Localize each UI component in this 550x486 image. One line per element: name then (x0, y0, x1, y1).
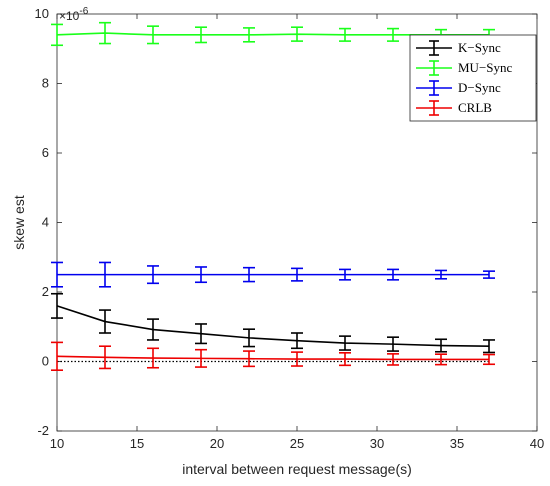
error-bar (435, 353, 447, 366)
error-bar (243, 27, 255, 43)
error-bar (291, 332, 303, 350)
error-bar (147, 347, 159, 369)
error-bar (291, 351, 303, 367)
legend: K−Sync MU−Sync D−Sync CRLB (409, 34, 537, 122)
y-tick-label: 10 (35, 6, 49, 21)
y-axis-exponent: ×10-6 (59, 6, 89, 23)
error-bar (99, 309, 111, 334)
legend-entry: CRLB (416, 100, 492, 116)
y-tick-label: 0 (42, 354, 49, 369)
error-bar (195, 348, 207, 368)
x-axis-label: interval between request message(s) (182, 461, 412, 477)
error-bar (99, 261, 111, 288)
y-axis-label: skew est (11, 195, 27, 250)
error-bar (339, 27, 351, 42)
error-bar (339, 335, 351, 351)
error-bar (387, 268, 399, 281)
error-bar (147, 25, 159, 45)
series-0 (51, 292, 495, 354)
x-tick-label: 40 (530, 436, 544, 451)
error-bar (99, 345, 111, 370)
y-tick-label: 2 (42, 284, 49, 299)
error-bar (243, 328, 255, 348)
y-tick-label: -2 (37, 423, 49, 438)
error-bar (291, 267, 303, 282)
legend-entry: MU−Sync (416, 60, 513, 76)
axis-ticks: 10 15 20 25 30 35 40 -2 0 2 4 6 8 10 (35, 6, 545, 451)
error-bar (147, 265, 159, 285)
series-line (56, 305, 490, 348)
axis-labels: interval between request message(s) skew… (11, 6, 412, 477)
exponent-base: ×10 (59, 9, 80, 23)
series-2 (51, 261, 495, 288)
error-bar (51, 261, 63, 288)
error-bar (51, 292, 63, 319)
error-bar (195, 323, 207, 345)
error-bar (51, 23, 63, 47)
error-bar (435, 269, 447, 280)
error-bar (387, 336, 399, 352)
error-bar (195, 266, 207, 284)
y-tick-label: 8 (42, 76, 49, 91)
error-bar (483, 270, 495, 279)
x-tick-label: 25 (290, 436, 304, 451)
error-bar (483, 339, 495, 354)
x-tick-label: 20 (210, 436, 224, 451)
y-tick-label: 4 (42, 215, 49, 230)
x-tick-label: 15 (130, 436, 144, 451)
legend-label: K−Sync (458, 40, 501, 55)
series-3 (51, 341, 495, 371)
error-bar (387, 353, 399, 366)
series-layer (51, 21, 495, 371)
error-bar (243, 350, 255, 368)
error-bar (339, 352, 351, 367)
exponent-power: -6 (79, 6, 88, 17)
error-bar (195, 26, 207, 44)
error-bar (435, 338, 447, 353)
error-bar (339, 268, 351, 281)
legend-label: D−Sync (458, 80, 501, 95)
x-tick-label: 30 (370, 436, 384, 451)
error-bar (99, 21, 111, 45)
legend-entry: K−Sync (416, 40, 501, 56)
legend-label: CRLB (458, 100, 492, 115)
x-tick-label: 10 (50, 436, 64, 451)
series-line (56, 355, 489, 361)
error-bar (387, 27, 399, 42)
x-tick-label: 35 (450, 436, 464, 451)
legend-label: MU−Sync (458, 60, 513, 75)
error-bar (147, 318, 159, 341)
error-bar (291, 26, 303, 42)
y-tick-label: 6 (42, 145, 49, 160)
legend-entry: D−Sync (416, 80, 501, 96)
error-bar (51, 341, 63, 371)
error-bar (243, 266, 255, 283)
legend-box (409, 34, 537, 122)
error-bar (483, 353, 495, 366)
